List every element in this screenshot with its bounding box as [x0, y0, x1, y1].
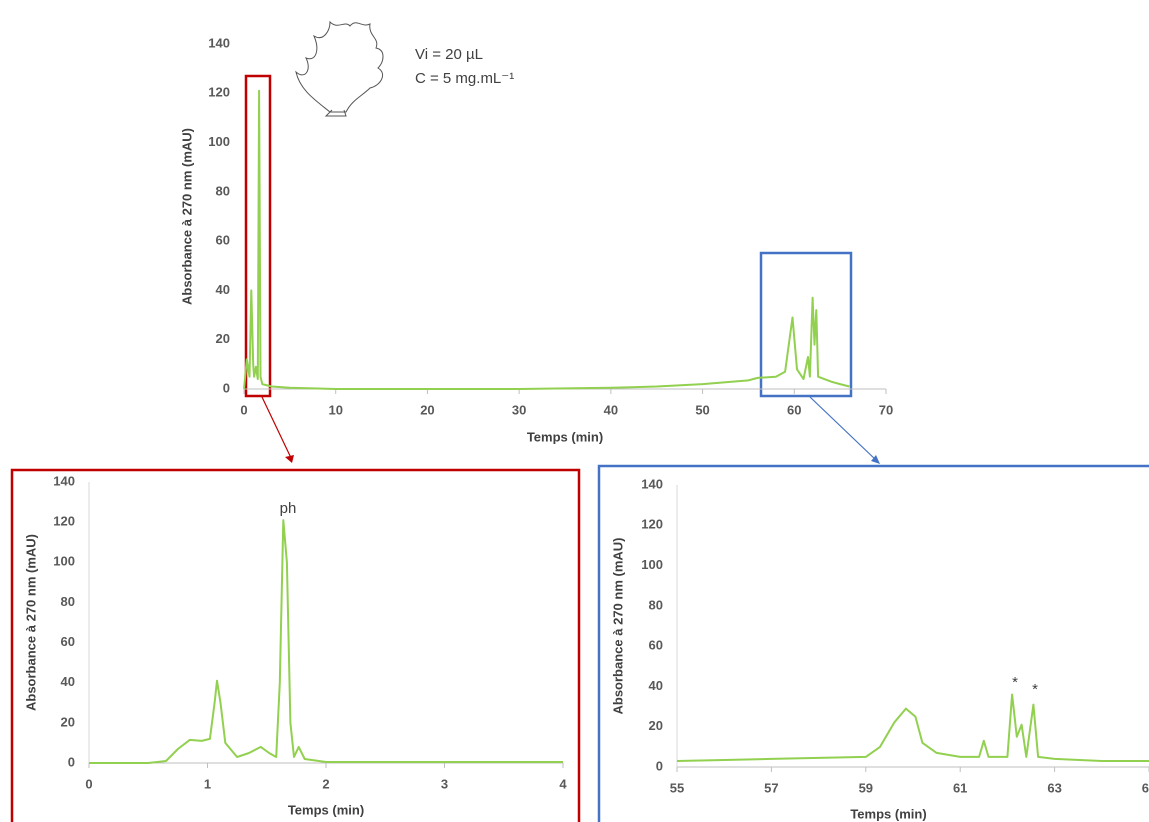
x-tick-label: 55: [670, 780, 684, 795]
y-tick-label: 20: [649, 718, 663, 733]
x-tick-label: 10: [328, 402, 342, 417]
y-tick-label: 100: [208, 134, 230, 149]
y-tick-label: 20: [61, 714, 75, 729]
y-tick-label: 60: [649, 638, 663, 653]
x-tick-label: 0: [85, 776, 92, 791]
x-tick-label: 60: [787, 402, 801, 417]
x-tick-label: 65: [1142, 780, 1149, 795]
y-axis-title: Absorbance à 270 nm (mAU): [23, 534, 38, 711]
y-tick-label: 140: [208, 35, 230, 50]
y-tick-label: 120: [208, 85, 230, 100]
y-tick-label: 60: [216, 233, 230, 248]
y-tick-label: 120: [641, 517, 663, 532]
y-tick-label: 0: [656, 758, 663, 773]
y-tick-label: 40: [216, 282, 230, 297]
annotation: ph: [280, 500, 297, 517]
y-tick-label: 80: [216, 183, 230, 198]
x-tick-label: 1: [204, 776, 211, 791]
annotation: C = 5 mg.mL⁻¹: [415, 70, 514, 87]
y-axis-title: Absorbance à 270 nm (mAU): [179, 128, 194, 305]
arrow-head: [285, 455, 294, 463]
arrow: [809, 396, 878, 462]
y-tick-label: 100: [641, 557, 663, 572]
arrow: [261, 396, 293, 461]
x-tick-label: 30: [512, 402, 526, 417]
x-tick-label: 0: [240, 402, 247, 417]
y-tick-label: 100: [53, 554, 75, 569]
annotation: *: [1012, 674, 1018, 691]
y-tick-label: 0: [223, 380, 230, 395]
y-axis-title: Absorbance à 270 nm (mAU): [610, 538, 625, 715]
y-tick-label: 20: [216, 331, 230, 346]
chromatogram-line: [243, 89, 850, 390]
inset-frame: [597, 464, 1149, 822]
y-tick-label: 80: [61, 594, 75, 609]
x-tick-label: 3: [441, 776, 448, 791]
y-tick-label: 140: [53, 473, 75, 488]
zoom-box: [244, 74, 272, 398]
x-axis-title: Temps (min): [527, 429, 603, 444]
x-tick-label: 70: [879, 402, 893, 417]
zoom-box: [759, 251, 853, 398]
annotation: Vi = 20 µL: [415, 46, 483, 63]
x-tick-label: 50: [695, 402, 709, 417]
y-tick-label: 40: [61, 674, 75, 689]
x-tick-label: 59: [859, 780, 873, 795]
x-tick-label: 63: [1047, 780, 1061, 795]
x-axis-title: Temps (min): [850, 806, 926, 821]
x-axis-title: Temps (min): [288, 802, 364, 817]
x-tick-label: 2: [322, 776, 329, 791]
seaweed-icon: [295, 20, 384, 117]
y-tick-label: 80: [649, 597, 663, 612]
chromatogram-line: [676, 693, 1149, 762]
x-tick-label: 61: [953, 780, 967, 795]
arrow-head: [871, 455, 880, 464]
y-tick-label: 0: [68, 754, 75, 769]
x-tick-label: 20: [420, 402, 434, 417]
y-tick-label: 140: [641, 476, 663, 491]
y-tick-label: 40: [649, 678, 663, 693]
x-tick-label: 40: [604, 402, 618, 417]
inset-frame: [10, 468, 581, 822]
x-tick-label: 57: [764, 780, 778, 795]
chromatogram-line: [89, 519, 563, 764]
y-tick-label: 60: [61, 634, 75, 649]
annotation: *: [1032, 681, 1038, 698]
y-tick-label: 120: [53, 514, 75, 529]
x-tick-label: 4: [559, 776, 567, 791]
